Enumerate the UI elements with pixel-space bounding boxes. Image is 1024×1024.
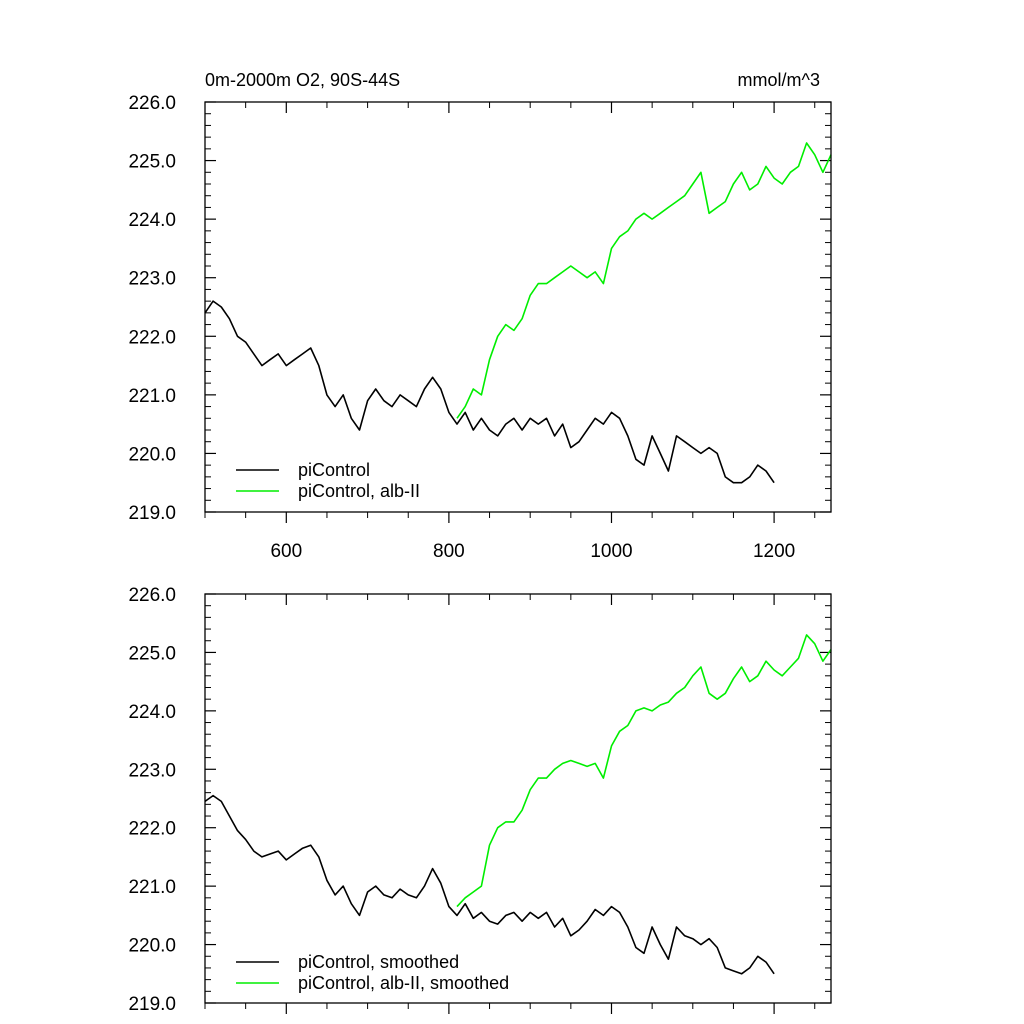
- y-tick-label: 225.0: [128, 152, 176, 173]
- bottom-chart-ticks: 219.0 220.0 221.0 222.0 223.0 224.0 225.0 226.0: [128, 585, 831, 1015]
- y-tick-label: 220.0: [128, 444, 176, 465]
- top-chart-panel: 0m-2000m O2, 90S-44S mmol/m^3 219.0 220.0…: [128, 70, 832, 562]
- x-tick-label: 1200: [753, 541, 795, 562]
- y-tick-label: 224.0: [128, 210, 176, 231]
- y-tick-label: 221.0: [128, 386, 176, 407]
- top-chart-ticks: 219.0 220.0 221.0 222.0 223.0 224.0 225.0 226.0…: [128, 93, 831, 562]
- series-line-picontrol: [204, 300, 775, 484]
- y-tick-label: 219.0: [128, 503, 176, 524]
- y-tick-label: 226.0: [128, 585, 176, 606]
- y-tick-label: 222.0: [128, 327, 176, 348]
- series-line-alb-ii: [456, 634, 832, 908]
- legend-label-picontrol-smoothed: piControl, smoothed: [298, 952, 459, 972]
- bottom-chart-panel: 219.0 220.0 221.0 222.0 223.0 224.0 225.0 226.0…: [128, 585, 832, 1015]
- y-tick-label: 219.0: [128, 994, 176, 1015]
- series-line-picontrol: [204, 794, 775, 975]
- top-chart-frame: [204, 101, 832, 513]
- top-chart-legend: piControl piControl, alb-II: [236, 460, 420, 501]
- chart-title: 0m-2000m O2, 90S-44S: [205, 70, 400, 90]
- x-tick-label: 1000: [590, 541, 632, 562]
- legend-label-picontrol: piControl: [298, 460, 370, 480]
- y-tick-label: 221.0: [128, 877, 176, 898]
- legend-label-alb-ii-smoothed: piControl, alb-II, smoothed: [298, 973, 509, 993]
- y-tick-label: 225.0: [128, 643, 176, 664]
- y-tick-label: 222.0: [128, 819, 176, 840]
- chart-units: mmol/m^3: [738, 70, 820, 90]
- series-line-alb-ii: [456, 142, 832, 419]
- top-chart-lines: [204, 142, 832, 484]
- y-tick-label: 226.0: [128, 93, 176, 114]
- x-tick-label: 600: [270, 541, 302, 562]
- bottom-chart-lines: [204, 634, 832, 975]
- bottom-chart-frame: [204, 593, 832, 1004]
- y-tick-label: 224.0: [128, 702, 176, 723]
- x-tick-label: 800: [433, 541, 465, 562]
- y-tick-label: 220.0: [128, 936, 176, 957]
- y-tick-label: 223.0: [128, 269, 176, 290]
- legend-label-alb-ii: piControl, alb-II: [298, 481, 420, 501]
- y-tick-label: 223.0: [128, 760, 176, 781]
- bottom-chart-legend: piControl, smoothed piControl, alb-II, s…: [236, 952, 509, 993]
